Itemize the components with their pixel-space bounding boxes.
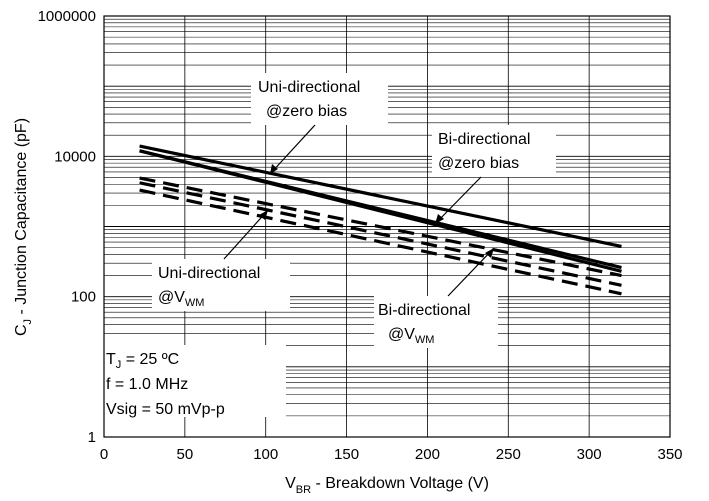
x-axis-title: VBR - Breakdown Voltage (V) (285, 475, 489, 496)
annotation-bi-vwm-arrowhead (485, 248, 494, 258)
annotation-uni-vwm-box (152, 259, 290, 311)
annotation-uni-vwm-sub: WM (185, 297, 205, 309)
annotation-uni-zero-bias: Uni-directional @zero bias (251, 73, 388, 175)
x-tick-label: 0 (100, 446, 108, 463)
annotation-bi-vwm-line1: Bi-directional (378, 302, 470, 319)
x-axis-title-rest: - Breakdown Voltage (V) (311, 475, 489, 492)
plot-frame (103, 15, 671, 438)
annotation-uni-zero-bias-arrowhead (270, 164, 278, 174)
x-tick-label: 200 (415, 446, 440, 463)
x-axis-title-main: V (285, 475, 296, 492)
x-axis-title-sub: BR (296, 484, 311, 496)
y-tick-label: 100 (71, 289, 96, 306)
annotation-uni-zero-bias-box (251, 73, 388, 125)
x-tick-label: 50 (177, 446, 194, 463)
annotation-bi-zero-bias: Bi-directional @zero bias (432, 125, 556, 225)
series-line-6 (139, 188, 622, 296)
condition-tj: TJ = 25 ºC (106, 351, 179, 371)
series-line-1 (139, 144, 622, 248)
annotation-bi-zero-bias-line2: @zero bias (438, 155, 519, 172)
x-tick-labels: 0 50 100 150 200 250 300 350 (100, 446, 683, 463)
annotation-uni-vwm-arrow (223, 209, 269, 260)
condition-tj-rest: = 25 ºC (121, 351, 179, 368)
annotation-bi-vwm-sub: WM (415, 334, 435, 346)
series-line-4 (139, 176, 622, 278)
annotation-bi-zero-bias-arrow (434, 176, 482, 225)
y-tick-labels: 1 100 10000 1000000 (38, 8, 96, 446)
y-axis-title-sub: J (22, 319, 34, 325)
x-tick-label: 100 (253, 446, 278, 463)
x-tick-label: 300 (577, 446, 602, 463)
annotation-uni-zero-bias-line1: Uni-directional (258, 79, 360, 96)
annotation-bi-vwm-at: @V (388, 326, 415, 343)
annotation-uni-zero-bias-arrow (269, 124, 316, 175)
y-axis-title-rest: - Junction Capacitance (pF) (13, 118, 30, 319)
annotation-uni-vwm-arrowhead (259, 210, 268, 220)
y-tick-label: 1 (88, 429, 96, 446)
annotation-uni-vwm-line1: Uni-directional (158, 265, 260, 282)
series-line-3 (139, 149, 622, 270)
annotation-bi-vwm-box (374, 296, 498, 348)
condition-vsig: Vsig = 50 mVp-p (106, 401, 225, 418)
series-lines (139, 144, 622, 296)
y-axis-title-main: C (13, 324, 30, 336)
test-conditions: TJ = 25 ºC f = 1.0 MHz Vsig = 50 mVp-p (104, 345, 286, 418)
y-axis-title: CJ - Junction Capacitance (pF) (13, 118, 34, 336)
condition-tj-main: T (106, 351, 116, 368)
test-conditions-box (104, 345, 286, 417)
condition-tj-sub: J (116, 359, 122, 371)
series-line-5 (139, 181, 622, 287)
x-tick-label: 150 (334, 446, 359, 463)
annotation-uni-zero-bias-line2: @zero bias (266, 103, 347, 120)
y-tick-label: 10000 (54, 148, 96, 165)
annotation-bi-vwm-line2: @VWM (388, 326, 434, 346)
condition-frequency: f = 1.0 MHz (106, 376, 188, 393)
annotation-uni-vwm-line2: @VWM (158, 289, 204, 309)
annotation-bi-zero-bias-box (432, 125, 556, 177)
annotation-bi-vwm: Bi-directional @VWM (374, 247, 498, 348)
annotation-bi-vwm-arrow (447, 247, 495, 297)
annotation-bi-zero-bias-arrowhead (435, 214, 444, 224)
annotation-uni-vwm-at: @V (158, 289, 185, 306)
x-tick-label: 350 (657, 446, 682, 463)
annotation-uni-vwm: Uni-directional @VWM (152, 209, 290, 311)
y-tick-label: 1000000 (38, 8, 96, 25)
x-tick-label: 250 (496, 446, 521, 463)
annotation-bi-zero-bias-line1: Bi-directional (438, 131, 530, 148)
